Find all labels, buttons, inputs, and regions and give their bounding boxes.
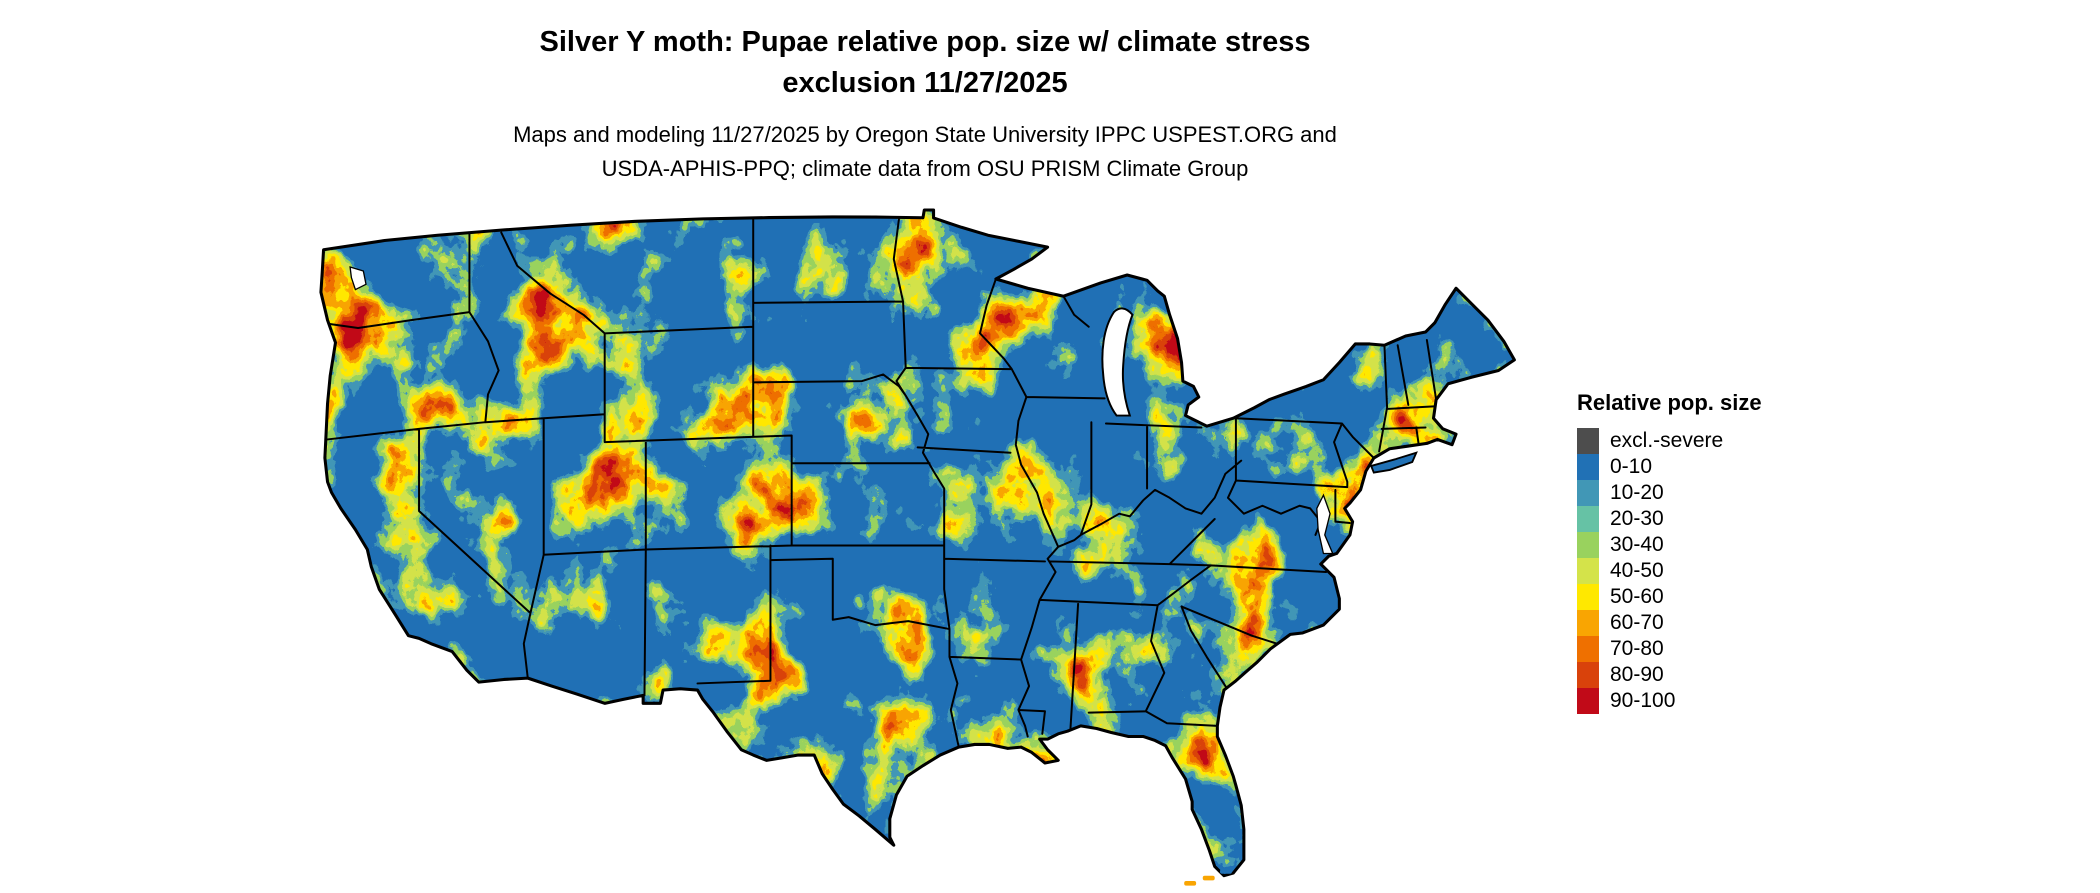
legend-items: excl.-severe 0-10 10-20 20-30 30-40 40-50 50-6… [1577, 428, 1762, 714]
lake-michigan [1101, 307, 1134, 417]
legend-swatch [1577, 506, 1599, 532]
legend-item-label: 80-90 [1610, 663, 1664, 686]
legend-item-label: 0-10 [1610, 455, 1653, 478]
state-borders [320, 216, 1438, 749]
legend-swatch [1577, 610, 1599, 636]
map-title: Silver Y moth: Pupae relative pop. size … [0, 22, 1850, 104]
legend-swatch [1577, 532, 1599, 558]
map-title-line2: exclusion 11/27/2025 [782, 67, 1068, 99]
chesapeake-bay [1316, 493, 1334, 555]
legend-item: 30-40 [1577, 532, 1762, 558]
legend-swatch [1577, 558, 1599, 584]
legend-item-label: excl.-severe [1610, 429, 1724, 452]
map-subtitle-line1: Maps and modeling 11/27/2025 by Oregon S… [513, 122, 1337, 147]
legend-swatch [1577, 480, 1599, 506]
legend-item: excl.-severe [1577, 428, 1762, 454]
map-legend: Relative pop. size excl.-severe 0-10 10-20… [1577, 390, 1762, 714]
legend-item: 20-30 [1577, 506, 1762, 532]
legend-item-label: 10-20 [1610, 481, 1664, 504]
legend-item-label: 70-80 [1610, 637, 1664, 660]
legend-item: 10-20 [1577, 480, 1762, 506]
legend-swatch [1577, 636, 1599, 662]
map-subtitle-line2: USDA-APHIS-PPQ; climate data from OSU PR… [601, 156, 1249, 181]
legend-title: Relative pop. size [1577, 390, 1762, 415]
florida-keys [1184, 869, 1232, 886]
puget-sound [349, 266, 367, 291]
legend-item: 70-80 [1577, 636, 1762, 662]
legend-item: 60-70 [1577, 610, 1762, 636]
map-title-line1: Silver Y moth: Pupae relative pop. size … [539, 26, 1311, 58]
legend-swatch [1577, 584, 1599, 610]
long-island [1369, 451, 1418, 474]
legend-swatch [1577, 454, 1599, 480]
legend-item: 0-10 [1577, 454, 1762, 480]
raster-layer [320, 210, 1515, 876]
us-distribution-map [305, 206, 1525, 893]
legend-item: 40-50 [1577, 558, 1762, 584]
legend-item: 50-60 [1577, 584, 1762, 610]
legend-swatch [1577, 688, 1599, 714]
legend-swatch [1577, 428, 1599, 454]
legend-swatch [1577, 662, 1599, 688]
legend-item: 80-90 [1577, 662, 1762, 688]
legend-item-label: 30-40 [1610, 533, 1664, 556]
legend-item-label: 90-100 [1610, 689, 1676, 712]
legend-item-label: 20-30 [1610, 507, 1664, 530]
legend-item-label: 40-50 [1610, 559, 1664, 582]
legend-item-label: 60-70 [1610, 611, 1664, 634]
legend-item-label: 50-60 [1610, 585, 1664, 608]
map-svg [319, 208, 1516, 886]
map-subtitle: Maps and modeling 11/27/2025 by Oregon S… [0, 118, 1850, 186]
legend-item: 90-100 [1577, 688, 1762, 714]
